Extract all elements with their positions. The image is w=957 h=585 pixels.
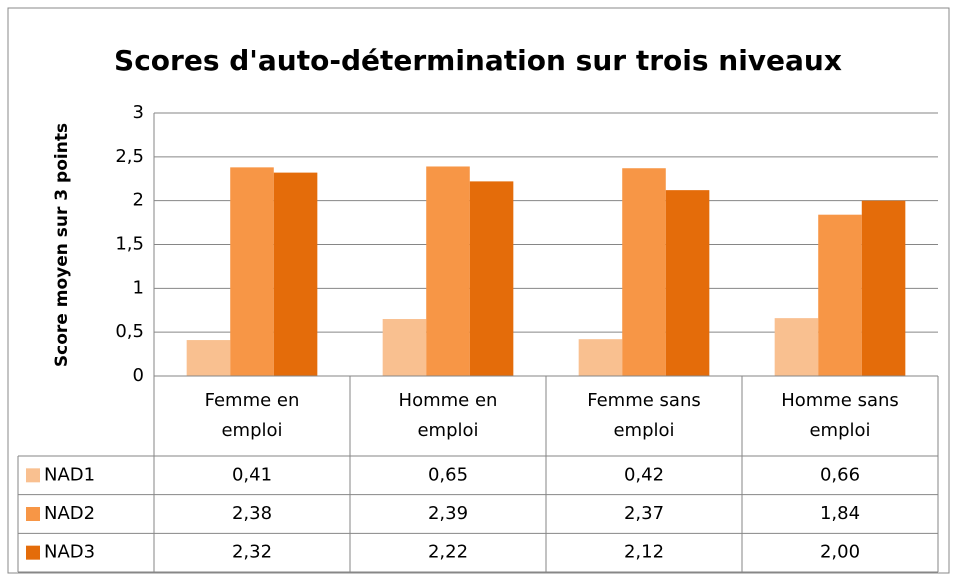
category-wrap: Homme sans emploi <box>742 376 938 456</box>
bar <box>230 167 274 376</box>
bar <box>774 318 819 376</box>
y-tick-label: 1,5 <box>115 234 144 255</box>
table-value: 2,32 <box>232 542 272 563</box>
category-cell: Femme sans emploi <box>546 376 742 456</box>
bar <box>469 181 514 376</box>
y-axis-label: Score moyen sur 3 points <box>52 123 72 367</box>
bar <box>622 168 666 376</box>
chart-title: Scores d'auto-détermination sur trois ni… <box>114 44 842 77</box>
y-tick-label: 2 <box>133 190 144 211</box>
category-cell: Homme en emploi <box>350 376 546 456</box>
x-tick-label: Femme en emploi <box>204 390 300 441</box>
table-value: 2,00 <box>820 542 860 563</box>
bar <box>186 340 231 376</box>
y-tick-label: 3 <box>133 102 144 123</box>
legend-label: NAD2 <box>44 503 95 524</box>
y-tick-label: 1 <box>133 277 144 298</box>
table-value: 1,84 <box>820 503 860 524</box>
category-wrap: Homme en emploi <box>350 376 546 456</box>
bar <box>665 190 710 376</box>
table-value: 2,38 <box>232 503 272 524</box>
y-tick-label: 0,5 <box>115 321 144 342</box>
table-value: 2,39 <box>428 503 468 524</box>
legend-swatch <box>26 545 40 560</box>
bar <box>578 339 623 376</box>
bar <box>818 214 862 376</box>
table-value: 0,42 <box>624 464 664 485</box>
category-cell: Femme en emploi <box>154 376 350 456</box>
category-wrap: Femme sans emploi <box>546 376 742 456</box>
x-tick-label: Homme en emploi <box>398 390 498 441</box>
bar <box>861 200 906 376</box>
legend-label: NAD1 <box>44 464 95 485</box>
x-tick-label: Femme sans emploi <box>587 390 701 441</box>
table-value: 2,12 <box>624 542 664 563</box>
y-tick-label: 2,5 <box>115 146 144 167</box>
bar <box>273 172 318 376</box>
y-tick-label: 0 <box>133 365 144 386</box>
category-cell: Homme sans emploi <box>742 376 938 456</box>
table-value: 0,65 <box>428 464 468 485</box>
x-tick-label: Homme sans emploi <box>781 390 899 441</box>
bar <box>426 166 470 376</box>
category-wrap: Femme en emploi <box>154 376 350 456</box>
legend-swatch <box>26 468 40 483</box>
legend-label: NAD3 <box>44 542 95 563</box>
table-value: 0,41 <box>232 464 272 485</box>
table-value: 0,66 <box>820 464 860 485</box>
table-value: 2,22 <box>428 542 468 563</box>
legend-swatch <box>26 507 40 521</box>
table-value: 2,37 <box>624 503 664 524</box>
bar <box>382 319 427 376</box>
